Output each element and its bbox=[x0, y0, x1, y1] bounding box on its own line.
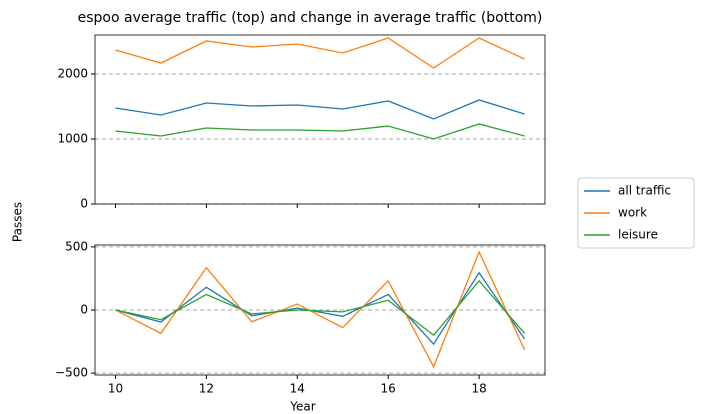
legend-box bbox=[577, 177, 695, 249]
series-line bbox=[115, 37, 525, 69]
series-line bbox=[115, 123, 525, 140]
legend-label: all traffic bbox=[618, 184, 671, 198]
y-axis-label: Passes bbox=[11, 202, 25, 242]
x-tick-label: 16 bbox=[381, 382, 396, 396]
y-tick-label: 1000 bbox=[57, 132, 88, 146]
series-line bbox=[115, 250, 526, 369]
y-tick-label: 500 bbox=[65, 239, 88, 253]
y-tick-label: 2000 bbox=[57, 67, 88, 81]
series-line bbox=[115, 279, 526, 337]
x-tick-label: 10 bbox=[108, 382, 123, 396]
x-tick-label: 18 bbox=[471, 382, 486, 396]
x-tick-label: 14 bbox=[290, 382, 305, 396]
y-tick-label: −500 bbox=[55, 366, 88, 380]
y-tick-label: 0 bbox=[80, 303, 88, 317]
chart-title: espoo average traffic (top) and change i… bbox=[78, 10, 543, 26]
series-line bbox=[115, 99, 525, 120]
y-tick-label: 0 bbox=[80, 197, 88, 211]
plot-frame bbox=[94, 34, 546, 205]
x-tick-label: 12 bbox=[199, 382, 214, 396]
legend-label: work bbox=[618, 206, 647, 220]
legend-label: leisure bbox=[618, 228, 658, 242]
x-axis-label: Year bbox=[289, 400, 315, 414]
plot-frame bbox=[94, 244, 546, 376]
